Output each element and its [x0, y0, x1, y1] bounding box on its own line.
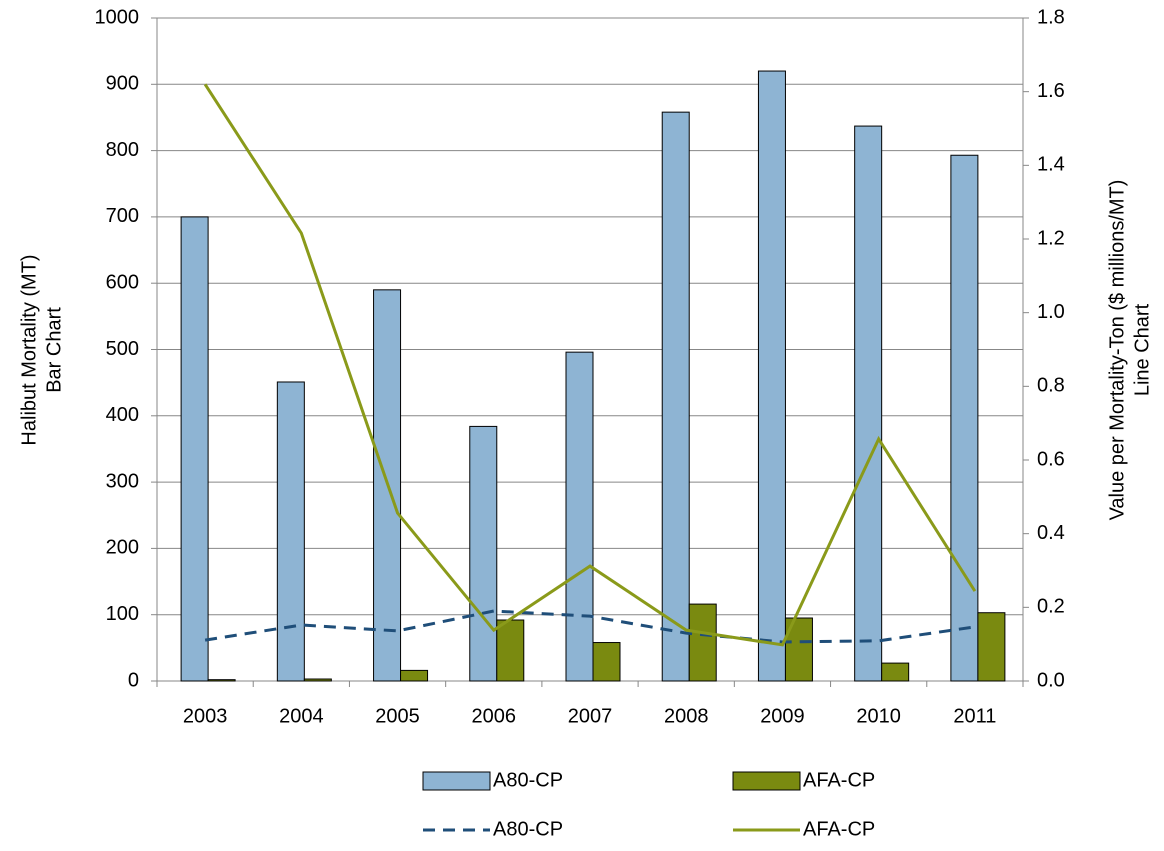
y-tick-label: 400 — [106, 404, 139, 426]
bar — [950, 154, 979, 682]
bar — [276, 381, 305, 682]
legend-label: A80-CP — [493, 769, 563, 791]
legend-swatch — [422, 771, 491, 791]
y2-tick-label: 1.8 — [1037, 6, 1065, 28]
bar — [180, 216, 209, 682]
bar — [977, 612, 1006, 682]
y2-tick-label: 1.0 — [1037, 301, 1065, 323]
y2-tick-label: 1.4 — [1037, 154, 1065, 176]
y-tick-label: 100 — [106, 603, 139, 625]
bar — [757, 70, 786, 682]
y2-tick-label: 0.6 — [1037, 448, 1065, 470]
x-tick-label: 2009 — [760, 705, 805, 727]
y2-axis-title: Value per Mortality-Ton ($ millions/MT) — [1106, 180, 1128, 521]
x-tick-label: 2011 — [953, 705, 996, 727]
y-tick-label: 900 — [106, 73, 139, 95]
bar — [469, 425, 498, 682]
y-tick-label: 0 — [128, 669, 139, 691]
x-tick-label: 2008 — [664, 705, 709, 727]
bar — [303, 678, 332, 682]
x-tick-label: 2003 — [183, 705, 228, 727]
y2-axis-title: Line Chart — [1131, 303, 1153, 396]
y2-tick-label: 0.4 — [1037, 522, 1065, 544]
y2-tick-label: 0.2 — [1037, 596, 1065, 618]
bar — [688, 603, 717, 682]
y-tick-label: 600 — [106, 271, 139, 293]
y-tick-label: 700 — [106, 205, 139, 227]
bar — [592, 642, 621, 682]
y2-tick-label: 1.2 — [1037, 227, 1065, 249]
bar — [661, 111, 690, 682]
y-axis-title: Bar Chart — [43, 307, 65, 393]
bar — [400, 669, 429, 682]
y2-tick-label: 1.6 — [1037, 80, 1065, 102]
x-tick-label: 2010 — [856, 705, 901, 727]
y-tick-label: 500 — [106, 338, 139, 360]
x-tick-label: 2007 — [568, 705, 613, 727]
y-tick-label: 300 — [106, 470, 139, 492]
y-axis-title: Halibut Mortality (MT) — [18, 254, 40, 445]
legend-swatch — [732, 771, 801, 791]
x-tick-label: 2004 — [279, 705, 324, 727]
y-tick-label: 1000 — [95, 6, 140, 28]
y2-tick-label: 0.0 — [1037, 669, 1065, 691]
bar — [565, 351, 594, 682]
legend-label: AFA-CP — [803, 818, 875, 840]
y2-tick-label: 0.8 — [1037, 375, 1065, 397]
bar — [207, 679, 236, 682]
x-tick-label: 2006 — [472, 705, 517, 727]
y-tick-label: 200 — [106, 537, 139, 559]
legend-label: AFA-CP — [803, 769, 875, 791]
line — [204, 609, 976, 644]
bar — [496, 619, 525, 682]
bar — [881, 662, 910, 682]
line — [203, 83, 977, 647]
x-tick-label: 2005 — [375, 705, 420, 727]
bar — [854, 125, 883, 682]
legend-label: A80-CP — [493, 818, 563, 840]
y-tick-label: 800 — [106, 139, 139, 161]
